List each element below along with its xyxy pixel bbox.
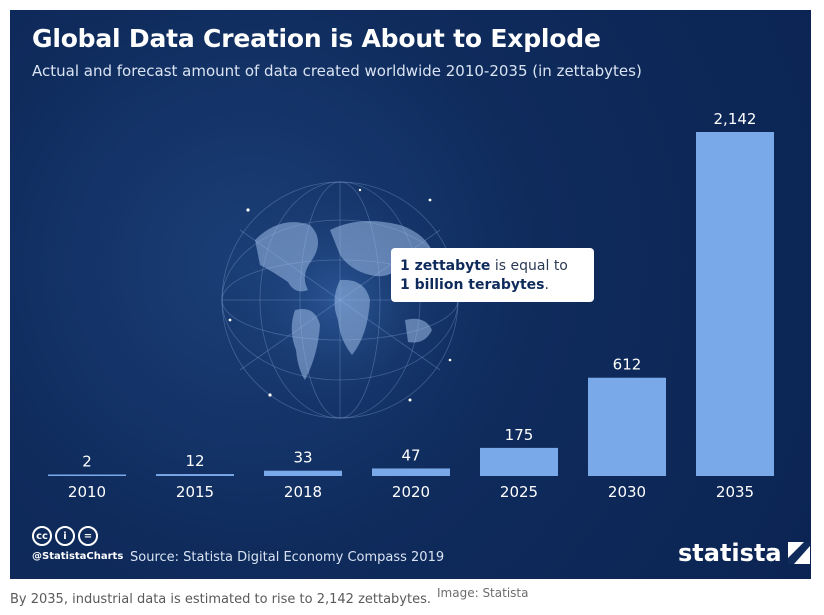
source-note: Source: Statista Digital Economy Compass…	[130, 550, 445, 565]
nd-icon: =	[78, 526, 98, 546]
bar-2030	[588, 377, 666, 476]
globe-icon	[210, 170, 470, 430]
zettabyte-callout: 1 zettabyte is equal to 1 billion teraby…	[391, 248, 594, 302]
page-caption: By 2035, industrial data is estimated to…	[10, 592, 431, 607]
bar-2035	[696, 132, 774, 476]
image-credit: Image: Statista	[437, 586, 529, 600]
chart-card: Global Data Creation is About to Explode…	[10, 10, 811, 579]
statista-logo[interactable]: statista	[678, 539, 810, 567]
bar-2010	[48, 474, 126, 476]
value-label-2015: 12	[185, 452, 204, 470]
value-label-2018: 33	[293, 449, 312, 467]
license-icons: cc i =	[32, 526, 98, 546]
bar-2020	[372, 468, 450, 476]
bar-2018	[264, 470, 342, 476]
value-label-2025: 175	[505, 426, 534, 444]
callout-billion-terabytes: 1 billion terabytes	[400, 277, 545, 293]
tick-label-2035: 2035	[716, 483, 754, 501]
tick-label-2010: 2010	[68, 483, 106, 501]
value-label-2020: 47	[401, 446, 420, 464]
value-label-2010: 2	[82, 453, 92, 471]
by-icon: i	[55, 526, 75, 546]
bar-chart: 2 2010 12 2015 33 2018 47 2020 175 2025 612 2030 2,1…	[48, 110, 774, 501]
tick-label-2015: 2015	[176, 483, 214, 501]
brand-name: statista	[678, 539, 782, 567]
callout-equal-to: is equal to	[490, 258, 568, 274]
value-label-2035: 2,142	[714, 110, 757, 128]
cc-icon: cc	[32, 526, 52, 546]
chart-title: Global Data Creation is About to Explode	[32, 24, 601, 53]
tick-label-2030: 2030	[608, 483, 646, 501]
chart-subtitle: Actual and forecast amount of data creat…	[32, 62, 642, 80]
callout-zettabyte: 1 zettabyte	[400, 258, 491, 274]
tick-label-2025: 2025	[500, 483, 538, 501]
statista-handle: @StatistaCharts	[32, 551, 124, 562]
tick-label-2020: 2020	[392, 483, 430, 501]
statista-logo-icon	[787, 542, 810, 564]
callout-period: .	[544, 277, 549, 293]
bar-2015	[156, 474, 234, 476]
value-label-2030: 612	[613, 356, 642, 374]
tick-label-2018: 2018	[284, 483, 322, 501]
bar-2025	[480, 447, 558, 476]
